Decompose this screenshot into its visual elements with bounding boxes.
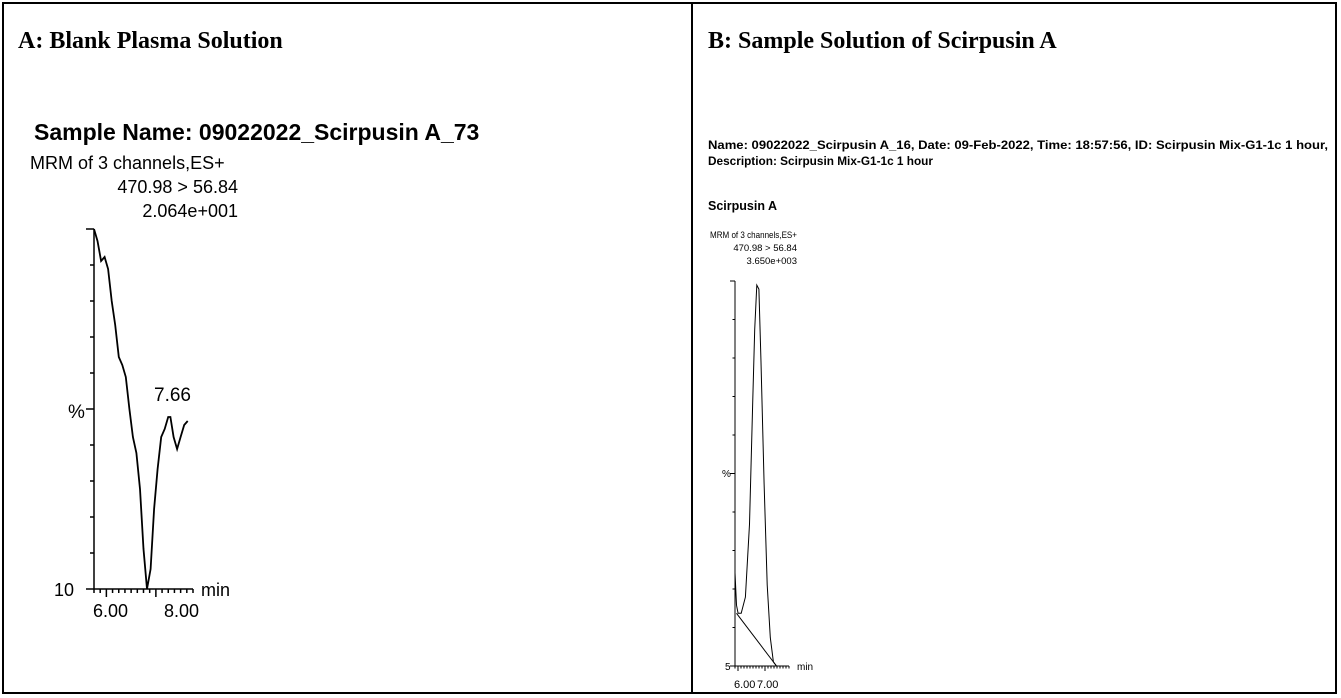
panel-a-x-tick-1: 6.00 [93,601,128,621]
panel-b-compound: Scirpusin A [708,199,777,213]
panel-a-header-line1: MRM of 3 channels,ES+ [30,153,225,173]
panel-b-header-line3: 3.650e+003 [747,256,797,267]
panel-b-x-tick-2: 7.00 [757,679,778,691]
panel-a-chart: Sample Name: 09022022_Scirpusin A_73 MRM… [30,119,479,621]
panel-b-trace [734,283,777,667]
panel-a-x-unit: min [201,580,230,600]
panel-b-header-line1: MRM of 3 channels,ES+ [710,230,797,241]
panel-b-header-line2: 470.98 > 56.84 [733,243,797,254]
panel-b-x-tick-1: 6.00 [734,679,755,691]
panel-b-chart: Name: 09022022_Scirpusin A_16, Date: 09-… [708,140,1328,691]
panel-a-x-tick-2: 8.00 [164,601,199,621]
panel-a-sample-name: Sample Name: 09022022_Scirpusin A_73 [34,119,479,145]
panel-a-y-label: % [68,402,85,423]
panel-b-info-line1: Name: 09022022_Scirpusin A_16, Date: 09-… [708,140,1328,152]
panel-a-axes [86,228,194,597]
panel-b-axes [730,280,790,671]
panel-b-y-label: % [722,469,731,480]
panel-a-y-min-label: 10 [54,580,74,600]
panel-b-y-min-label: 5 [725,662,731,673]
panel-a-header-line3: 2.064e+001 [142,201,238,221]
panel-a-peak-label: 7.66 [154,385,191,406]
panel-a-title: A: Blank Plasma Solution [18,28,283,54]
panel-b-baseline [736,612,777,667]
panel-divider [691,2,693,694]
panel-b-info-line2: Description: Scirpusin Mix-G1-1c 1 hour [708,156,934,168]
panel-a-header-line2: 470.98 > 56.84 [117,177,238,197]
panel-b-x-unit: min [797,662,813,673]
panel-a-trace [93,228,189,590]
panel-b-title: B: Sample Solution of Scirpusin A [708,28,1057,54]
